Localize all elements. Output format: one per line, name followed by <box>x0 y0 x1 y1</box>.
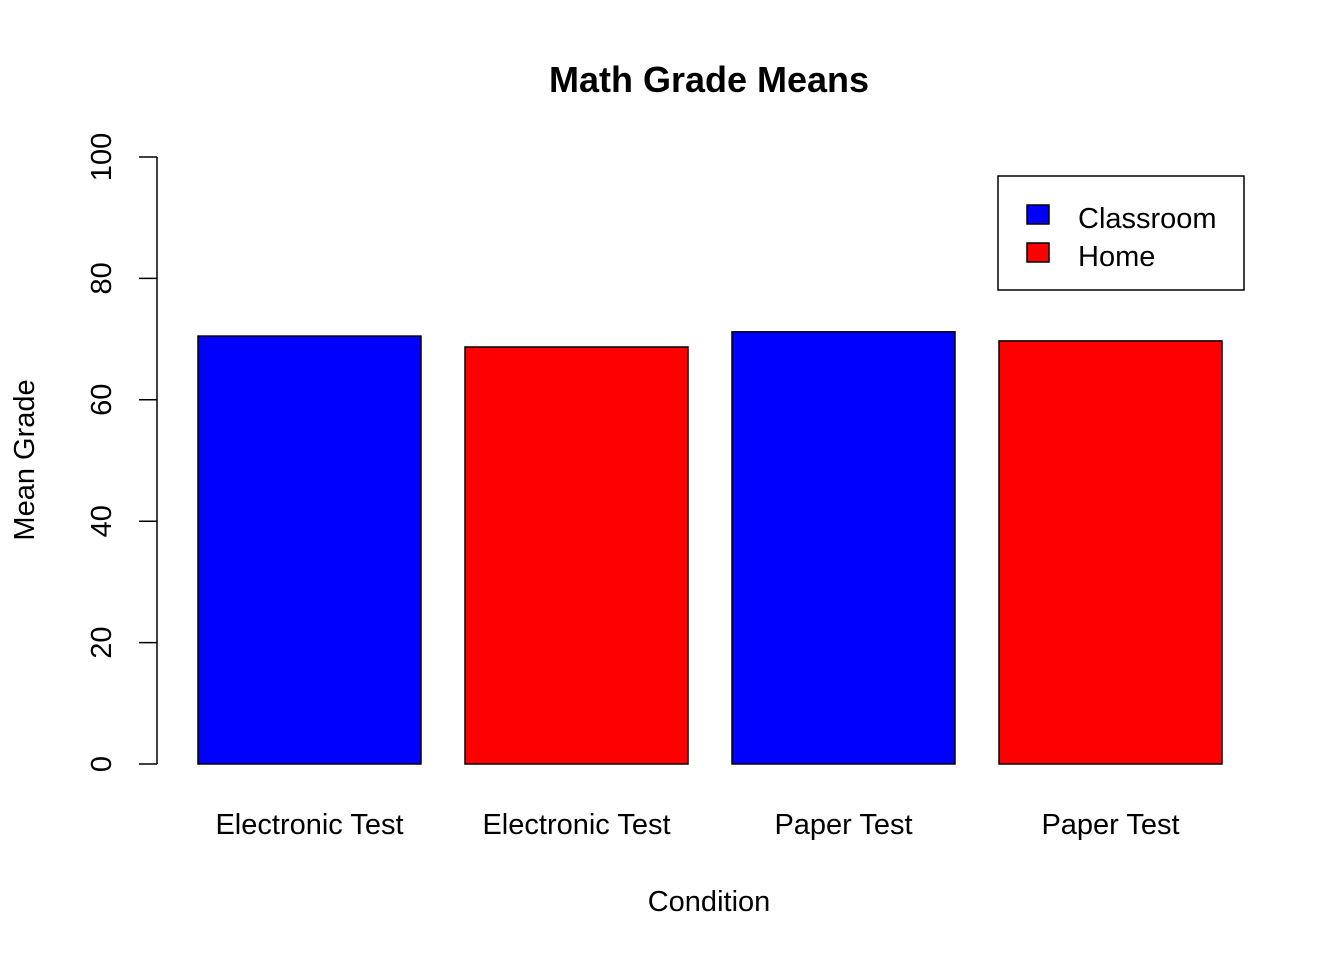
bar <box>998 340 1223 765</box>
legend-box <box>997 175 1245 291</box>
legend-swatch-home <box>1026 242 1050 263</box>
legend-swatch-classroom <box>1026 204 1050 225</box>
y-tick-label: 0 <box>86 756 118 772</box>
legend-label-home: Home <box>1078 241 1155 273</box>
bar <box>197 335 422 765</box>
x-tick-label: Electronic Test <box>482 809 670 841</box>
y-tick-label: 60 <box>86 384 118 416</box>
x-tick-label: Electronic Test <box>215 809 403 841</box>
bar <box>731 331 956 765</box>
y-axis-title: Mean Grade <box>9 379 41 540</box>
legend-label-classroom: Classroom <box>1078 203 1217 235</box>
chart-title: Math Grade Means <box>549 59 869 100</box>
y-tick-label: 20 <box>86 626 118 658</box>
x-axis-title: Condition <box>648 886 771 918</box>
legend: Classroom Home <box>997 175 1245 291</box>
y-tick-label: 40 <box>86 505 118 537</box>
y-tick-label: 100 <box>86 133 118 181</box>
x-tick-labels: Electronic Test Electronic Test Paper Test… <box>215 809 1179 841</box>
bars-group <box>197 331 1223 765</box>
bar <box>464 346 689 765</box>
y-tick-label: 80 <box>86 262 118 294</box>
x-tick-label: Paper Test <box>1041 809 1179 841</box>
x-tick-label: Paper Test <box>774 809 912 841</box>
y-axis: 0 20 40 60 80 100 <box>86 133 158 772</box>
